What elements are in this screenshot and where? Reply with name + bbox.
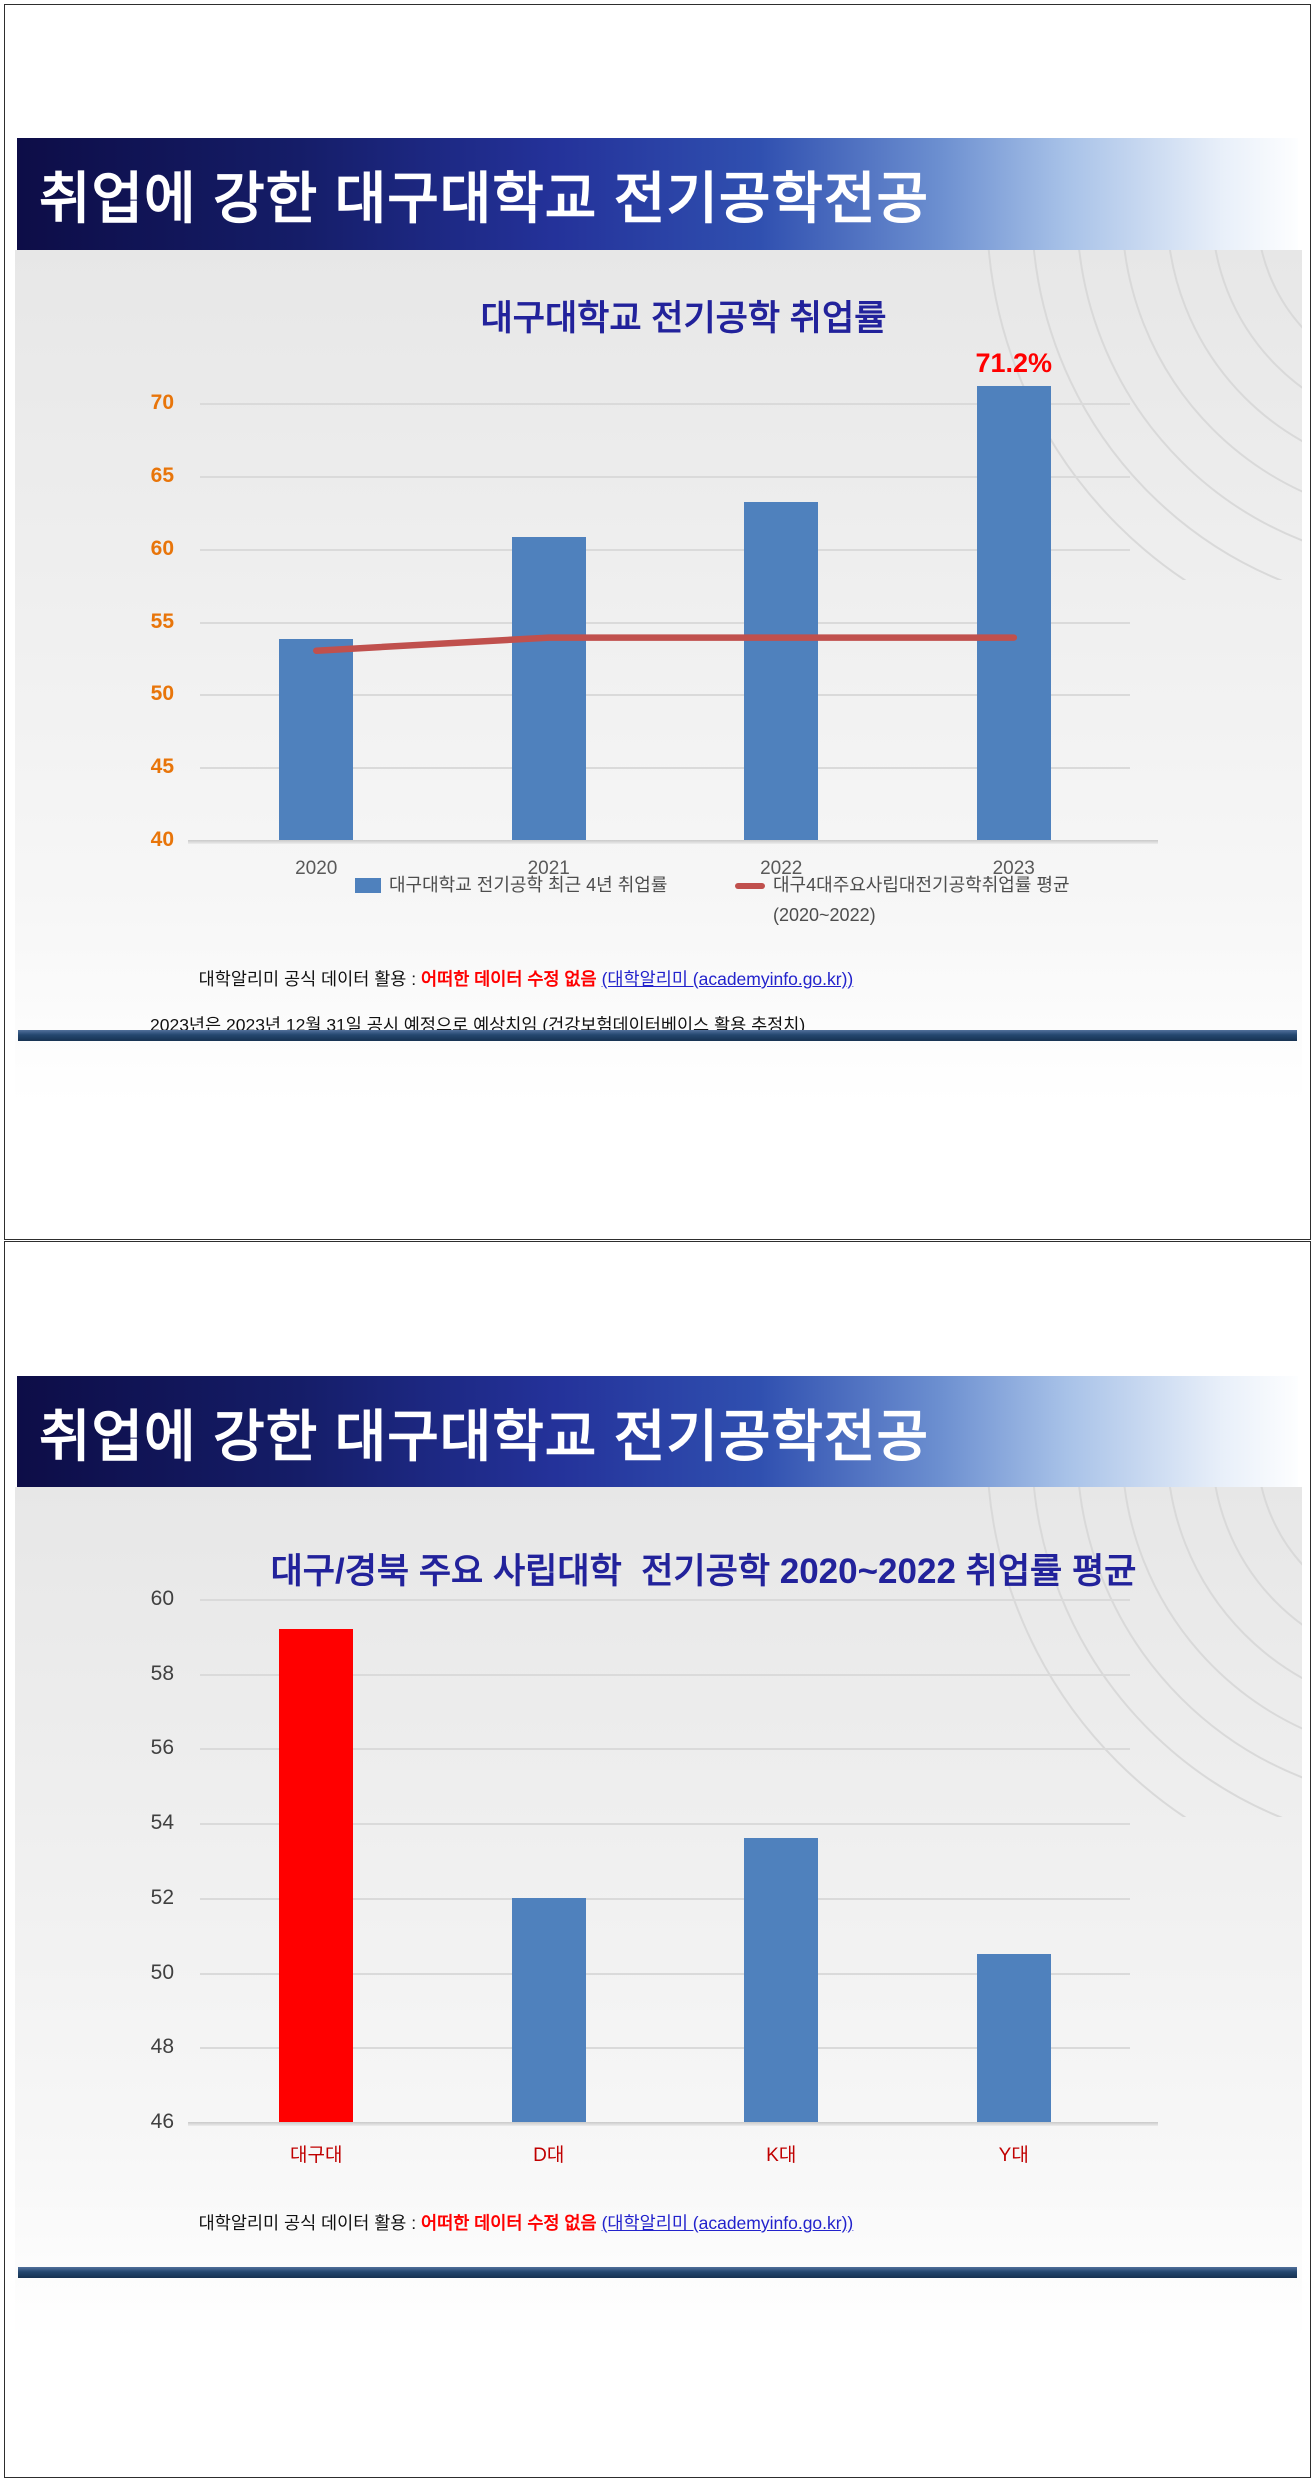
bar-대구대 (279, 1628, 354, 2122)
legend-item-line: 대구4대주요사립대전기공학취업률 평균 (2020~2022) (735, 875, 1070, 926)
y-tick-label: 60 (150, 536, 174, 560)
chart-title: 대구대학교 전기공학 취업률 (480, 299, 887, 338)
slide-content: 대구/경북 주요 사립대학 전기공학 2020~2022 취업률 평균 46 48… (15, 1487, 1302, 2340)
slide-1: 취업에 강한 대구대학교 전기공학전공 대구대학교 전기공학 취업률 40 45 5… (4, 4, 1311, 1240)
gridline (200, 548, 1130, 551)
legend-item-bars: 대구대학교 전기공학 최근 4년 취업률 (355, 875, 667, 896)
slide-content: 대구대학교 전기공학 취업률 40 45 50 55 60 65 70 2020 2021 202… (15, 250, 1302, 1103)
divider-bar (18, 2267, 1297, 2278)
footer-highlight: 어떠한 데이터 수정 없음 (421, 2213, 597, 2233)
chart-legend: 대구대학교 전기공학 최근 4년 취업률 대구4대주요사립대전기공학취업률 평균… (15, 875, 1302, 950)
footer-text: 대학알리미 공식 데이터 활용 : (198, 969, 421, 989)
footer-link[interactable]: (대학알리미 (academyinfo.go.kr)) (601, 969, 854, 989)
footer-text: 대학알리미 공식 데이터 활용 : (198, 2213, 421, 2233)
bar-D대 (511, 1897, 586, 2122)
category-label: 대구대 (290, 2145, 343, 2166)
bar-2021 (511, 537, 586, 840)
gridline (200, 403, 1130, 406)
bar-2023 (976, 385, 1051, 840)
category-label: K대 (766, 2145, 797, 2166)
y-tick-label: 48 (150, 2035, 174, 2059)
footer-note: 대학알리미 공식 데이터 활용 : 어떠한 데이터 수정 없음 (대학알리미 (a… (150, 2189, 1262, 2258)
legend-line-sublabel: (2020~2022) (773, 905, 876, 925)
gridline (200, 694, 1130, 697)
chart-title: 대구/경북 주요 사립대학 전기공학 2020~2022 취업률 평균 (270, 1552, 1137, 1591)
category-label: 2021 (527, 858, 570, 879)
gridline (200, 1748, 1130, 1751)
y-tick-label: 55 (150, 609, 174, 633)
gridline (200, 1897, 1130, 1900)
y-tick-label: 50 (150, 1960, 174, 1984)
category-label: Y대 (998, 2145, 1029, 2166)
y-tick-label: 46 (150, 2110, 174, 2133)
category-label: 2022 (760, 858, 803, 879)
category-label: 2023 (992, 858, 1035, 879)
gridline (200, 475, 1130, 478)
slide-title-banner: 취업에 강한 대구대학교 전기공학전공 (17, 138, 1298, 250)
footer-highlight: 어떠한 데이터 수정 없음 (421, 969, 597, 989)
slide-2: 취업에 강한 대구대학교 전기공학전공 대구/경북 주요 사립대학 전기공학 2… (4, 1241, 1311, 2478)
bar-2020 (279, 639, 354, 840)
employment-rate-chart: 40 45 50 55 60 65 70 2020 2021 2022 2023 71.2% (151, 348, 1158, 879)
gridline (200, 2047, 1130, 2050)
legend-bar-label: 대구대학교 전기공학 최근 4년 취업률 (389, 875, 668, 895)
gridline (200, 1823, 1130, 1826)
gridline (200, 1972, 1130, 1975)
legend-bar-swatch (355, 878, 381, 893)
slide-title: 취업에 강한 대구대학교 전기공학전공 (39, 166, 929, 230)
bar-2022 (744, 502, 819, 840)
bar-K대 (744, 1838, 819, 2122)
gridline (200, 767, 1130, 770)
gridline (200, 1598, 1130, 1601)
category-label: D대 (533, 2145, 565, 2166)
comparison-chart: 46 48 50 52 54 56 58 60 대구대 D대 K대 Y대 (151, 1569, 1158, 2166)
x-axis-line (188, 2122, 1158, 2126)
legend-line-label: 대구4대주요사립대전기공학취업률 평균 (773, 875, 1070, 895)
y-tick-label: 65 (150, 463, 174, 487)
category-label: 2020 (295, 858, 338, 879)
footer-note: 대학알리미 공식 데이터 활용 : 어떠한 데이터 수정 없음 (대학알리미 (a… (150, 945, 1262, 1037)
bar-Y대 (976, 1953, 1051, 2122)
gridline (200, 1673, 1130, 1676)
slide-title-banner: 취업에 강한 대구대학교 전기공학전공 (17, 1376, 1298, 1488)
divider-bar (18, 1030, 1297, 1041)
x-axis-line (188, 840, 1158, 844)
y-tick-label: 60 (150, 1586, 174, 1610)
y-tick-label: 54 (150, 1811, 174, 1835)
slide-title: 취업에 강한 대구대학교 전기공학전공 (39, 1404, 929, 1468)
y-tick-label: 58 (150, 1661, 174, 1685)
y-tick-label: 52 (150, 1885, 174, 1909)
legend-line-swatch (735, 883, 765, 889)
trend-line (313, 634, 1018, 654)
gridline (200, 621, 1130, 624)
y-tick-label: 50 (150, 682, 174, 706)
data-label: 71.2% (975, 347, 1053, 378)
y-tick-label: 70 (150, 391, 174, 415)
y-tick-label: 40 (150, 828, 174, 851)
footer-link[interactable]: (대학알리미 (academyinfo.go.kr)) (601, 2213, 854, 2233)
y-tick-label: 45 (150, 755, 174, 779)
y-tick-label: 56 (150, 1736, 174, 1760)
